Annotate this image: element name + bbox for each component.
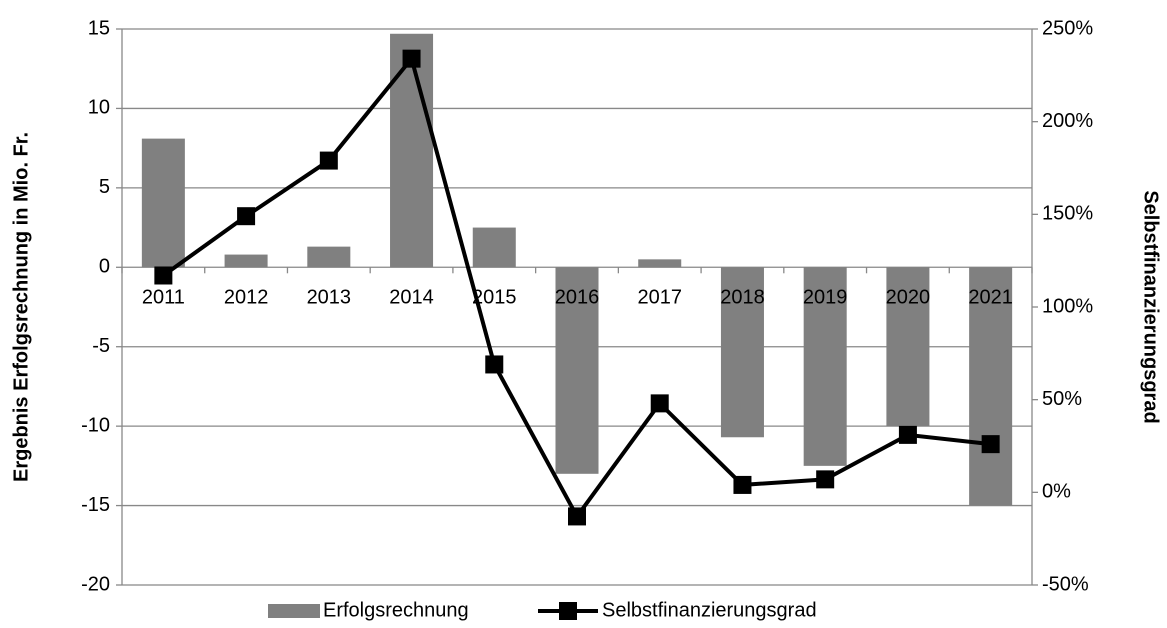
bar — [224, 254, 268, 268]
legend-swatch — [268, 604, 320, 618]
bar — [803, 267, 847, 466]
x-tick-label: 2016 — [555, 287, 600, 309]
bar — [472, 227, 516, 268]
marker — [237, 207, 256, 226]
bar — [638, 259, 682, 268]
y-tick-label: 0 — [99, 256, 110, 278]
y-tick-label: -20 — [81, 573, 110, 595]
legend-label: Selbstfinanzierungsgrad — [602, 599, 817, 621]
x-tick-label: 2011 — [142, 287, 185, 309]
y-tick-label: -15 — [81, 494, 110, 516]
y2-axis-label: Selbstfinanzierungsgrad — [1140, 190, 1162, 423]
y-axis-label: Ergebnis Erfolgsrechnung in Mio. Fr. — [10, 132, 32, 482]
bar — [390, 33, 434, 268]
x-tick-label: 2017 — [637, 287, 682, 309]
bar — [886, 267, 930, 427]
marker — [981, 435, 1000, 454]
marker — [402, 49, 421, 68]
x-tick-label: 2019 — [803, 287, 848, 309]
y-tick-label: -10 — [81, 414, 110, 436]
marker — [650, 394, 669, 413]
x-tick-label: 2020 — [886, 287, 931, 309]
marker — [154, 266, 173, 285]
y2-tick-label: 200% — [1042, 110, 1093, 132]
y2-tick-label: 0% — [1042, 481, 1071, 503]
bar — [969, 267, 1013, 506]
marker — [485, 355, 504, 374]
x-tick-label: 2015 — [472, 287, 517, 309]
bar — [307, 246, 351, 268]
marker — [568, 507, 586, 526]
x-tick-label: 2013 — [307, 287, 352, 309]
bar — [555, 267, 599, 474]
marker — [319, 151, 338, 170]
bar — [141, 138, 185, 268]
x-tick-label: 2014 — [389, 287, 434, 309]
y-tick-label: 5 — [99, 176, 110, 198]
y2-tick-label: 50% — [1042, 388, 1082, 410]
x-tick-label: 2012 — [224, 287, 269, 309]
y2-tick-label: 100% — [1042, 295, 1093, 317]
y2-tick-label: 250% — [1042, 17, 1093, 39]
y-tick-label: -5 — [92, 335, 110, 357]
marker — [816, 470, 835, 489]
bar — [720, 267, 764, 438]
y2-tick-label: 150% — [1042, 203, 1093, 225]
y-tick-label: 10 — [88, 97, 110, 119]
x-tick-label: 2018 — [720, 287, 765, 309]
marker — [733, 475, 752, 494]
y2-tick-label: -50% — [1042, 573, 1089, 595]
marker — [898, 425, 917, 444]
legend-label: Erfolgsrechnung — [323, 599, 469, 621]
y-tick-label: 15 — [88, 17, 110, 39]
x-tick-label: 2021 — [968, 287, 1013, 309]
legend-swatch — [559, 602, 577, 620]
